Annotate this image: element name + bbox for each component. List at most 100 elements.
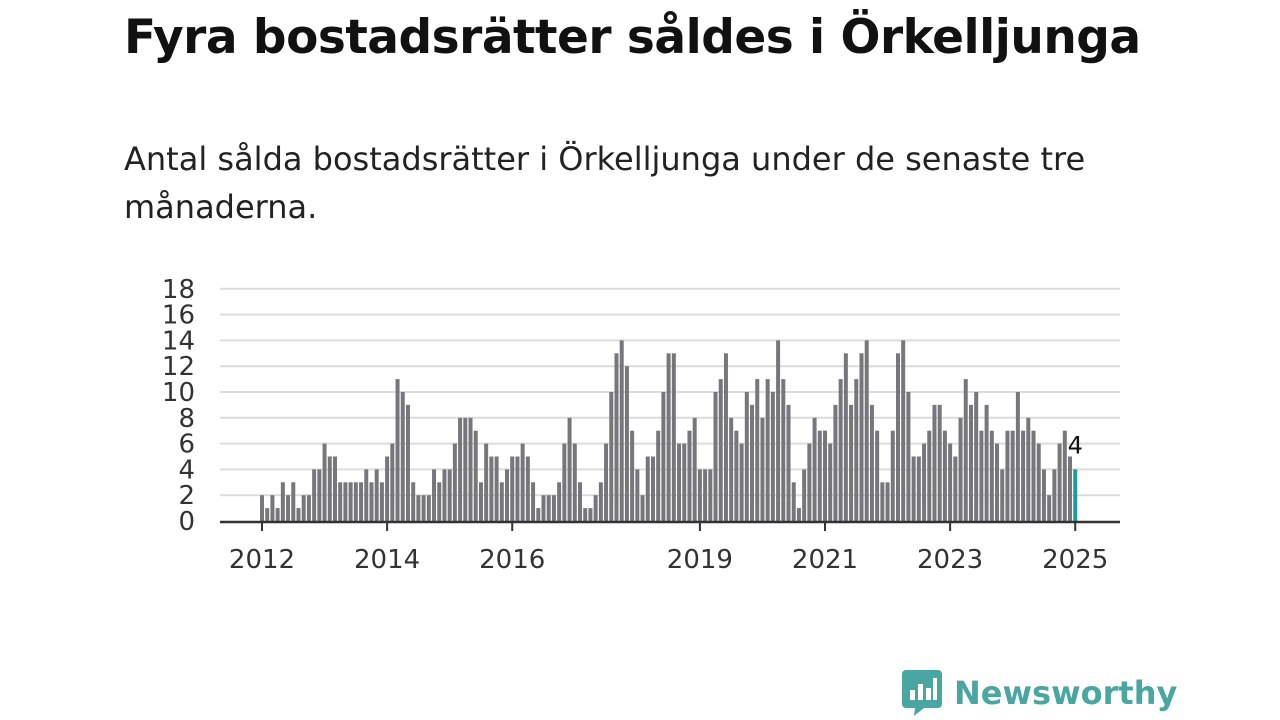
bar (567, 417, 572, 521)
bar (484, 443, 489, 521)
x-tick-label: 2016 (479, 545, 545, 575)
bar (520, 443, 525, 521)
last-value-label: 4 (1068, 431, 1083, 459)
bar (739, 443, 744, 521)
bar (557, 482, 562, 521)
bar (953, 456, 958, 521)
bar (306, 495, 311, 521)
bar (515, 456, 520, 521)
bar (760, 417, 765, 521)
bar (390, 443, 395, 521)
bar (442, 469, 447, 521)
bar (385, 456, 390, 521)
bar (765, 379, 770, 521)
bar (656, 430, 661, 521)
bar (671, 353, 676, 521)
bar (770, 392, 775, 521)
bar (802, 469, 807, 521)
newsworthy-brand: Newsworthy (902, 670, 1177, 716)
bar (849, 404, 854, 521)
bar (426, 495, 431, 521)
x-tick-label: 2012 (229, 545, 295, 575)
bar (734, 430, 739, 521)
bar (838, 379, 843, 521)
bar (682, 443, 687, 521)
brand-name: Newsworthy (954, 674, 1178, 712)
bar (437, 482, 442, 521)
bar (379, 482, 384, 521)
bar (369, 482, 374, 521)
x-tick-label: 2014 (354, 545, 420, 575)
y-tick-label: 12 (162, 352, 195, 382)
bar (473, 430, 478, 521)
bar (661, 392, 666, 521)
bar (635, 469, 640, 521)
bar (833, 404, 838, 521)
x-tick-label: 2021 (792, 545, 858, 575)
bar (744, 392, 749, 521)
x-tick-label: 2023 (917, 545, 983, 575)
bar (499, 482, 504, 521)
bar (619, 340, 624, 521)
bar (583, 508, 588, 521)
bar (572, 443, 577, 521)
bar (416, 495, 421, 521)
chart-subtitle: Antal sålda bostadsrätter i Örkelljunga … (124, 140, 1086, 226)
bar (823, 430, 827, 521)
bar (807, 443, 812, 521)
bar (911, 456, 916, 521)
bar (291, 482, 296, 521)
bar (598, 482, 603, 521)
bar (494, 456, 499, 521)
y-tick-label: 6 (178, 430, 195, 460)
bar (729, 417, 734, 521)
bar (546, 495, 551, 521)
bar (666, 353, 671, 521)
bar (932, 404, 937, 521)
bar (421, 495, 426, 521)
bar (348, 482, 353, 521)
bar (588, 508, 593, 521)
bar (958, 417, 963, 521)
bar (948, 443, 953, 521)
bar (1036, 443, 1041, 521)
bar (452, 443, 457, 521)
chart-title: Fyra bostadsrätter såldes i Örkelljunga (124, 10, 1141, 65)
bar (447, 469, 452, 521)
bar (364, 469, 369, 521)
bar (906, 392, 911, 521)
bar (468, 417, 473, 521)
bar (275, 508, 280, 521)
y-tick-label: 18 (162, 275, 195, 305)
bar (828, 443, 833, 521)
bar (463, 417, 468, 521)
bar (395, 379, 400, 521)
bar (984, 404, 989, 521)
bar (718, 379, 723, 521)
bar (843, 353, 848, 521)
bar (405, 404, 410, 521)
bar (1062, 430, 1067, 521)
bar (536, 508, 541, 521)
bar (332, 456, 337, 521)
bar (260, 495, 264, 521)
bar (1068, 456, 1073, 521)
bar (562, 443, 567, 521)
y-tick-label: 2 (178, 481, 195, 511)
bar (458, 417, 463, 521)
bar (478, 482, 483, 521)
bar (854, 379, 859, 521)
bar (895, 353, 900, 521)
bar (1026, 417, 1031, 521)
bar (864, 340, 869, 521)
bar (1005, 430, 1010, 521)
bar (901, 340, 906, 521)
bar (1021, 430, 1026, 521)
bar (1031, 430, 1036, 521)
y-tick-label: 16 (162, 301, 195, 331)
bar (713, 392, 718, 521)
bar (1010, 430, 1015, 521)
x-axis-ticks: 2012 2014 2016 2019 2021 2023 2025 (229, 523, 1108, 575)
bar (312, 469, 317, 521)
